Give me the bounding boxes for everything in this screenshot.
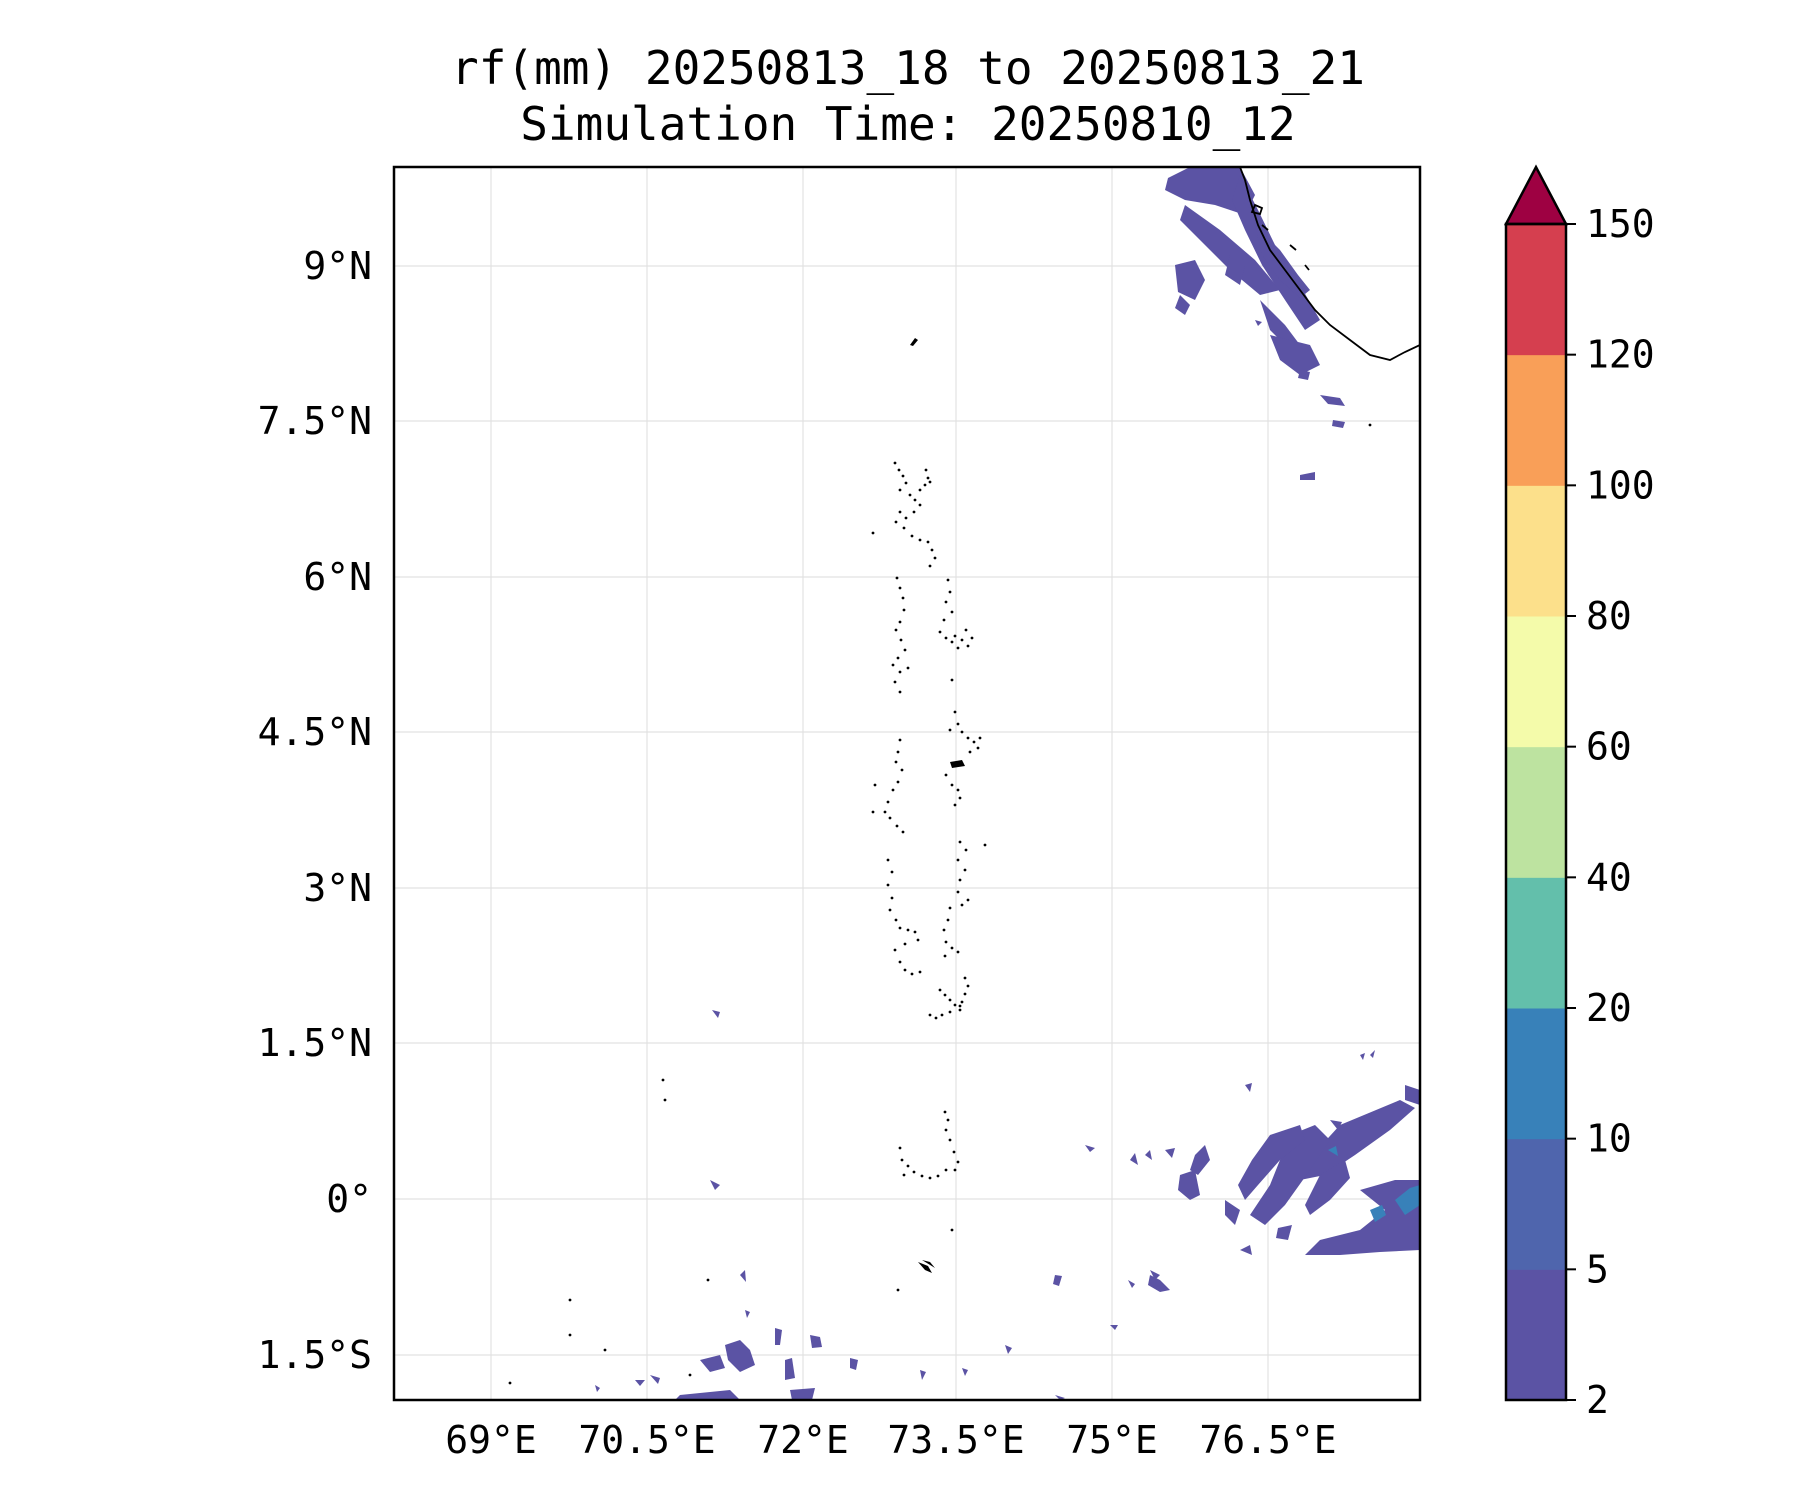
colorbar-extend-arrow bbox=[1503, 164, 1569, 226]
map-title-line2: Simulation Time: 20250810_12 bbox=[520, 97, 1295, 151]
colorbar-band bbox=[1506, 224, 1566, 356]
lon-tick-label: 73.5°E bbox=[887, 1418, 1024, 1462]
lat-tick-label: 0° bbox=[326, 1177, 372, 1221]
lat-tick-label: 1.5°N bbox=[258, 1021, 372, 1065]
lon-tick-label: 75°E bbox=[1066, 1418, 1158, 1462]
colorbar-tick-label: 40 bbox=[1586, 855, 1632, 899]
colorbar-tick-label: 2 bbox=[1586, 1378, 1609, 1422]
colorbar-band bbox=[1506, 1269, 1566, 1401]
lon-tick-label: 72°E bbox=[757, 1418, 849, 1462]
coastline bbox=[1239, 167, 1420, 361]
lon-tick-label: 76.5°E bbox=[1199, 1418, 1336, 1462]
colorbar-tick-label: 60 bbox=[1586, 725, 1632, 769]
colorbar-band bbox=[1506, 485, 1566, 617]
lat-tick-label: 1.5°S bbox=[258, 1333, 372, 1377]
map-frame bbox=[392, 165, 1422, 1402]
rainfall-region-south bbox=[595, 1010, 1160, 1400]
colorbar-tick-label: 120 bbox=[1586, 333, 1655, 377]
lon-tick-label: 69°E bbox=[445, 1418, 537, 1462]
colorbar-band bbox=[1506, 354, 1566, 486]
lat-tick-label: 4.5°N bbox=[258, 710, 372, 754]
colorbar-tick-label: 150 bbox=[1586, 202, 1655, 246]
colorbar-tick-label: 20 bbox=[1586, 986, 1632, 1030]
lat-tick-label: 7.5°N bbox=[258, 399, 372, 443]
colorbar-band bbox=[1506, 746, 1566, 878]
colorbar-band bbox=[1506, 616, 1566, 748]
colorbar-band bbox=[1506, 1008, 1566, 1140]
maldives-atolls bbox=[508, 338, 1372, 1385]
colorbar-bands bbox=[1506, 224, 1566, 1401]
map-gridlines bbox=[394, 167, 1420, 1400]
colorbar-tick-label: 10 bbox=[1586, 1117, 1632, 1161]
longitude-tick-labels: 69°E 70.5°E 72°E 73.5°E 75°E 76.5°E bbox=[445, 1418, 1336, 1462]
colorbar-ticks: 2 5 10 20 40 60 80 100 120 150 bbox=[1566, 202, 1655, 1422]
latitude-tick-labels: 9°N 7.5°N 6°N 4.5°N 3°N 1.5°N 0° 1.5°S bbox=[258, 244, 372, 1377]
colorbar-band bbox=[1506, 1138, 1566, 1270]
colorbar-tick-label: 5 bbox=[1586, 1247, 1609, 1291]
colorbar-frame bbox=[1504, 222, 1568, 1402]
colorbar-band bbox=[1506, 877, 1566, 1009]
colorbar: 2 5 10 20 40 60 80 100 120 150 bbox=[1503, 164, 1655, 1422]
lat-tick-label: 9°N bbox=[303, 244, 372, 288]
lat-tick-label: 6°N bbox=[303, 555, 372, 599]
rainfall-region-northeast bbox=[1165, 167, 1345, 480]
map-title-line1: rf(mm) 20250813_18 to 20250813_21 bbox=[451, 41, 1365, 95]
rainfall-region-southeast bbox=[1085, 1050, 1420, 1292]
colorbar-tick-label: 100 bbox=[1586, 463, 1655, 507]
lon-tick-label: 70.5°E bbox=[578, 1418, 715, 1462]
colorbar-tick-label: 80 bbox=[1586, 594, 1632, 638]
lat-tick-label: 3°N bbox=[303, 866, 372, 910]
map-panel bbox=[392, 165, 1422, 1402]
